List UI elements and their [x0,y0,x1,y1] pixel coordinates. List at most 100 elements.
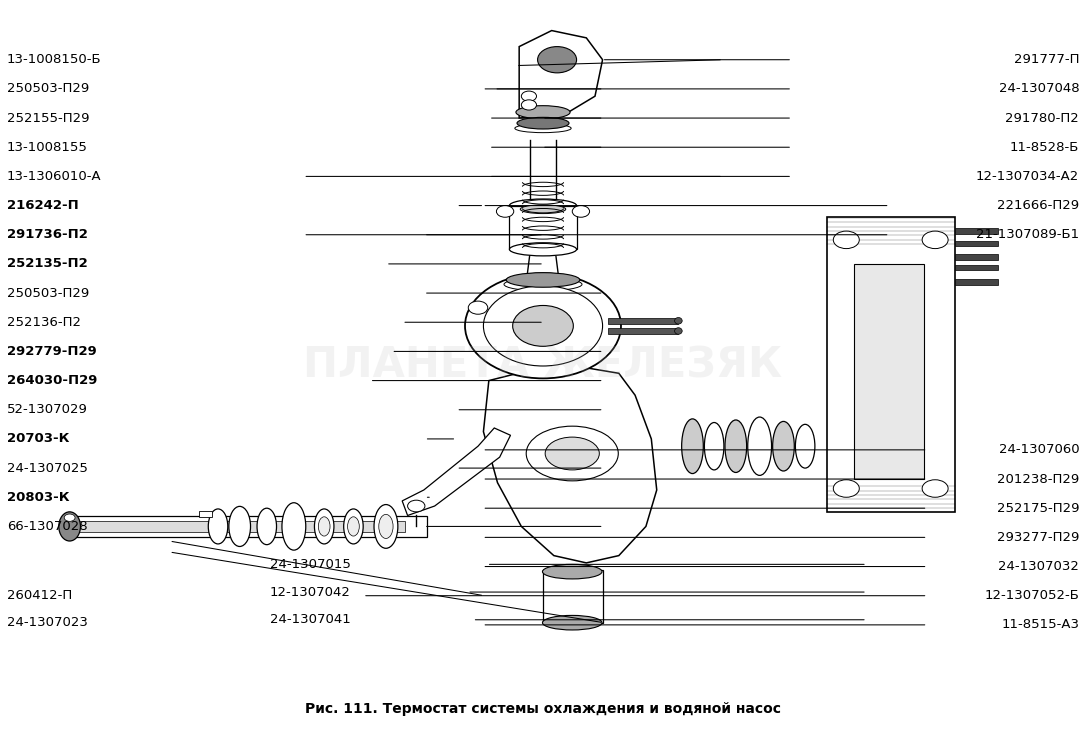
Text: 11-8528-Б: 11-8528-Б [1010,141,1079,154]
Text: 24-1307032: 24-1307032 [998,560,1079,573]
Ellipse shape [705,422,724,470]
Circle shape [465,273,621,378]
Ellipse shape [379,515,393,539]
Text: 250503-П29: 250503-П29 [7,286,89,299]
Text: 291736-П2: 291736-П2 [7,228,88,242]
Text: 252136-П2: 252136-П2 [7,315,80,329]
Text: 66-1307028: 66-1307028 [7,520,88,533]
Ellipse shape [343,509,363,544]
Ellipse shape [509,199,577,212]
Polygon shape [519,31,603,118]
Text: 24-1307048: 24-1307048 [998,83,1079,95]
Ellipse shape [543,564,602,579]
Ellipse shape [725,420,747,472]
Text: 12-1307034-А2: 12-1307034-А2 [976,170,1079,183]
Ellipse shape [257,508,277,545]
Ellipse shape [674,328,682,335]
Ellipse shape [682,419,704,474]
Bar [955,254,998,260]
Text: 12-1307042: 12-1307042 [270,586,351,599]
Text: 13-1306010-А: 13-1306010-А [7,170,101,183]
Text: 221666-П29: 221666-П29 [997,199,1079,212]
Text: 12-1307052-Б: 12-1307052-Б [984,589,1079,602]
Text: 13-1008150-Б: 13-1008150-Б [7,53,101,66]
Circle shape [922,231,948,249]
Ellipse shape [318,517,330,536]
Ellipse shape [674,318,682,324]
Bar [543,570,603,623]
Text: 264030-П29: 264030-П29 [7,374,97,387]
Ellipse shape [517,117,569,129]
Bar [955,279,998,285]
Text: 293277-П29: 293277-П29 [997,531,1079,544]
Circle shape [407,500,425,512]
Circle shape [513,305,573,346]
Ellipse shape [772,422,794,471]
Ellipse shape [527,426,618,481]
Ellipse shape [795,425,814,468]
Text: 291777-П: 291777-П [1013,53,1079,66]
Ellipse shape [520,205,566,214]
Ellipse shape [59,512,80,541]
Circle shape [538,47,577,73]
Polygon shape [483,366,657,563]
Text: 24-1307023: 24-1307023 [7,616,88,630]
Circle shape [483,285,603,366]
Text: 24-1307015: 24-1307015 [270,558,351,571]
Ellipse shape [515,124,571,132]
Text: ПЛАНЕТА ЖЕЛЕЗЯК: ПЛАНЕТА ЖЕЛЕЗЯК [303,345,783,387]
Bar [509,206,577,250]
Text: 216242-П: 216242-П [7,199,78,212]
Ellipse shape [748,417,771,475]
Text: 292779-П29: 292779-П29 [7,345,97,358]
Bar [955,228,998,234]
Text: 252175-П29: 252175-П29 [997,501,1079,515]
Bar [70,521,405,531]
Bar [955,265,998,270]
Text: 24-1307025: 24-1307025 [7,462,88,474]
Ellipse shape [348,517,359,536]
Circle shape [521,91,536,101]
Text: 20703-К: 20703-К [7,433,70,446]
Circle shape [64,514,75,521]
Polygon shape [402,428,510,515]
Text: 13-1008155: 13-1008155 [7,141,88,154]
Text: 52-1307029: 52-1307029 [7,403,88,417]
Circle shape [922,479,948,497]
Bar [955,241,998,247]
Bar [608,328,679,334]
Text: 252155-П29: 252155-П29 [7,111,89,124]
Text: 260412-П: 260412-П [7,589,72,602]
Circle shape [572,206,590,217]
Ellipse shape [315,509,333,544]
Bar [854,264,924,479]
Ellipse shape [509,243,577,256]
Text: 11-8515-А3: 11-8515-А3 [1001,619,1079,632]
Text: 252135-П2: 252135-П2 [7,258,88,270]
Circle shape [521,100,536,110]
Ellipse shape [506,272,580,287]
Bar [608,318,679,324]
Bar [826,217,955,512]
Ellipse shape [504,277,582,291]
Ellipse shape [516,105,570,119]
Circle shape [833,479,859,497]
Circle shape [833,231,859,249]
Circle shape [496,206,514,217]
Text: 24-1307060: 24-1307060 [998,444,1079,456]
Bar [70,516,427,537]
Text: 24-1307041: 24-1307041 [270,613,351,627]
Text: 21-1307089-Б1: 21-1307089-Б1 [976,228,1079,242]
Text: 250503-П29: 250503-П29 [7,83,89,95]
Text: Рис. 111. Термостат системы охлаждения и водяной насос: Рис. 111. Термостат системы охлаждения и… [305,702,781,716]
Ellipse shape [543,616,602,630]
Bar [199,511,212,517]
Ellipse shape [545,437,599,470]
Text: 291780-П2: 291780-П2 [1006,111,1079,124]
Ellipse shape [229,507,251,547]
Ellipse shape [209,509,228,544]
Text: 201238-П29: 201238-П29 [997,473,1079,485]
Ellipse shape [374,504,397,548]
Ellipse shape [282,503,306,550]
Text: 20803-К: 20803-К [7,490,70,504]
